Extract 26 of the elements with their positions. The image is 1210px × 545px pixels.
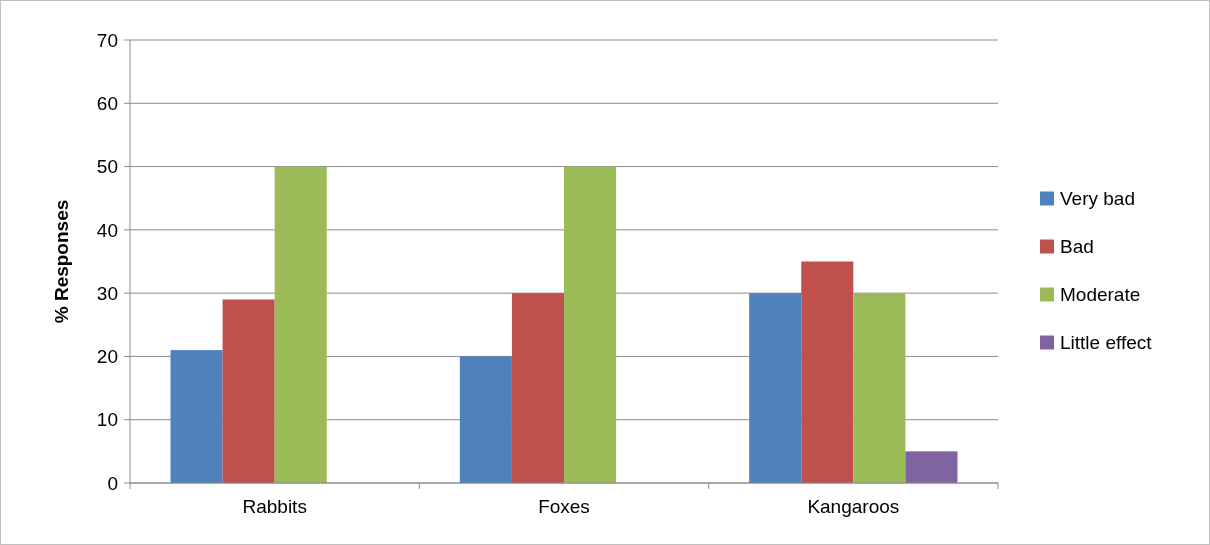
x-tick-label: Rabbits <box>242 496 307 517</box>
bar <box>905 451 958 483</box>
x-tick-label: Kangaroos <box>807 496 900 517</box>
legend-label: Moderate <box>1060 284 1141 306</box>
y-tick-label: 10 <box>96 409 118 431</box>
y-tick-label: 50 <box>96 156 118 178</box>
bar <box>170 350 223 483</box>
bar <box>801 261 854 483</box>
bar <box>749 293 802 483</box>
y-tick-label: 40 <box>96 219 118 241</box>
x-tick-label: Foxes <box>538 496 590 517</box>
bar <box>511 293 564 483</box>
legend-label: Very bad <box>1060 188 1135 210</box>
y-tick-label: 30 <box>96 282 118 304</box>
y-tick-label: 60 <box>96 92 118 114</box>
y-tick-label: 20 <box>96 346 118 368</box>
bar <box>564 166 617 483</box>
legend-label: Bad <box>1060 236 1094 258</box>
bar <box>274 166 327 483</box>
bar <box>853 293 906 483</box>
y-axis-title: % Responses <box>51 199 72 324</box>
legend-label: Little effect <box>1060 332 1153 354</box>
bar <box>459 356 512 483</box>
y-tick-label: 0 <box>107 472 118 494</box>
y-tick-label: 70 <box>96 29 118 51</box>
bar <box>222 299 275 483</box>
